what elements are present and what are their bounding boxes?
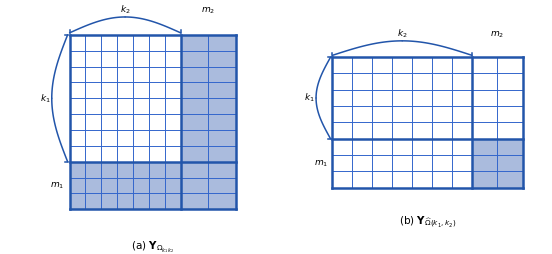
Bar [472, 139, 523, 188]
Text: $m_1$: $m_1$ [50, 180, 65, 191]
Text: $k_2$: $k_2$ [397, 27, 407, 40]
Text: $k_1$: $k_1$ [40, 92, 51, 104]
Text: $k_1$: $k_1$ [305, 92, 315, 104]
Text: $m_2$: $m_2$ [201, 6, 215, 16]
Text: (b) $\mathbf{Y}_{\widehat{\Omega}(k_1,k_2)}$: (b) $\mathbf{Y}_{\widehat{\Omega}(k_1,k_… [399, 215, 456, 230]
Text: $k_2$: $k_2$ [120, 4, 130, 16]
Text: (a) $\mathbf{Y}_{\Omega_{k_1 k_2}}$: (a) $\mathbf{Y}_{\Omega_{k_1 k_2}}$ [131, 239, 174, 254]
Text: $m_2$: $m_2$ [490, 29, 505, 40]
Bar [70, 162, 181, 209]
Bar [181, 35, 236, 209]
Text: $m_1$: $m_1$ [314, 158, 328, 168]
